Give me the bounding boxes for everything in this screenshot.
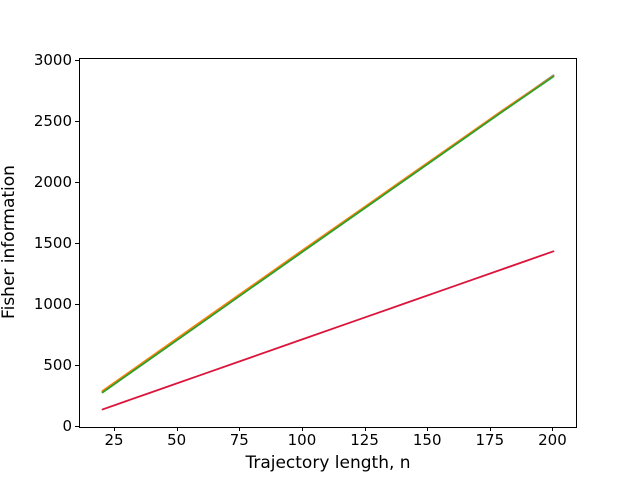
series-crimson-line: [101, 250, 555, 411]
y-tick-label-1000: 1000: [33, 294, 72, 313]
y-tick-mark-1500: [75, 242, 79, 244]
y-tick-label-2000: 2000: [33, 172, 72, 191]
series-green-line: [101, 75, 555, 394]
x-tick-mark-150: [427, 427, 429, 431]
x-tick-mark-175: [489, 427, 491, 431]
x-tick-label-75: 75: [229, 431, 249, 449]
y-tick-label-1500: 1500: [33, 233, 72, 252]
x-tick-label-175: 175: [475, 431, 505, 449]
plot-area: [79, 58, 577, 428]
y-tick-mark-2000: [75, 181, 79, 183]
y-tick-label-3000: 3000: [33, 50, 72, 69]
x-tick-label-100: 100: [287, 431, 317, 449]
y-tick-label-500: 500: [43, 355, 72, 374]
x-axis-label: Trajectory length, n: [245, 453, 411, 473]
x-tick-mark-200: [552, 427, 554, 431]
x-tick-label-200: 200: [538, 431, 567, 449]
x-tick-mark-50: [176, 427, 178, 431]
x-tick-label-25: 25: [104, 431, 124, 449]
x-tick-label-150: 150: [412, 431, 442, 449]
y-tick-mark-0: [75, 426, 79, 427]
y-axis-label: Fisher information: [0, 165, 19, 319]
y-tick-mark-1000: [75, 303, 79, 305]
x-tick-mark-100: [301, 427, 303, 431]
x-tick-label-125: 125: [350, 431, 379, 449]
series-orange-line: [101, 74, 555, 392]
chart-canvas: [101, 74, 555, 411]
x-tick-mark-25: [114, 427, 116, 431]
x-tick-label-50: 50: [167, 431, 187, 449]
x-tick-mark-75: [239, 427, 241, 431]
y-tick-mark-3000: [75, 59, 79, 61]
y-tick-label-0: 0: [62, 417, 72, 435]
y-tick-label-2500: 2500: [33, 111, 72, 130]
y-tick-mark-500: [75, 364, 79, 366]
x-tick-mark-125: [364, 427, 366, 431]
y-tick-mark-2500: [75, 120, 79, 122]
